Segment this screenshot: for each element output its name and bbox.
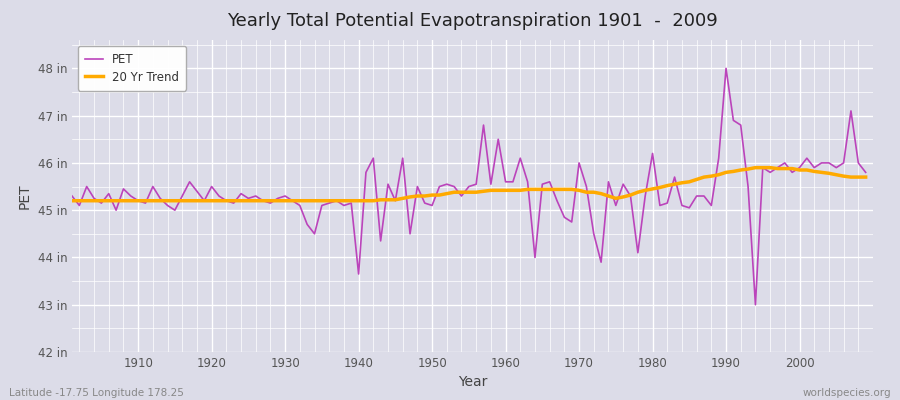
X-axis label: Year: Year: [458, 376, 487, 390]
PET: [860, 170, 871, 175]
20 Yr Trend: [287, 198, 298, 203]
20 Yr Trend: [125, 198, 136, 203]
PET: [331, 198, 342, 203]
PET: [721, 66, 732, 71]
PET: [287, 198, 298, 203]
20 Yr Trend: [860, 175, 871, 180]
PET: [589, 232, 599, 236]
Line: 20 Yr Trend: 20 Yr Trend: [72, 168, 866, 201]
PET: [67, 194, 77, 198]
20 Yr Trend: [67, 198, 77, 203]
Y-axis label: PET: PET: [18, 183, 32, 209]
Legend: PET, 20 Yr Trend: PET, 20 Yr Trend: [78, 46, 186, 91]
Title: Yearly Total Potential Evapotranspiration 1901  -  2009: Yearly Total Potential Evapotranspiratio…: [227, 12, 718, 30]
Text: worldspecies.org: worldspecies.org: [803, 388, 891, 398]
Text: Latitude -17.75 Longitude 178.25: Latitude -17.75 Longitude 178.25: [9, 388, 184, 398]
PET: [493, 137, 504, 142]
20 Yr Trend: [500, 188, 511, 193]
20 Yr Trend: [493, 188, 504, 193]
20 Yr Trend: [331, 198, 342, 203]
Line: PET: PET: [72, 68, 866, 305]
20 Yr Trend: [589, 190, 599, 195]
20 Yr Trend: [750, 165, 760, 170]
PET: [500, 180, 511, 184]
PET: [125, 194, 136, 198]
PET: [750, 302, 760, 307]
